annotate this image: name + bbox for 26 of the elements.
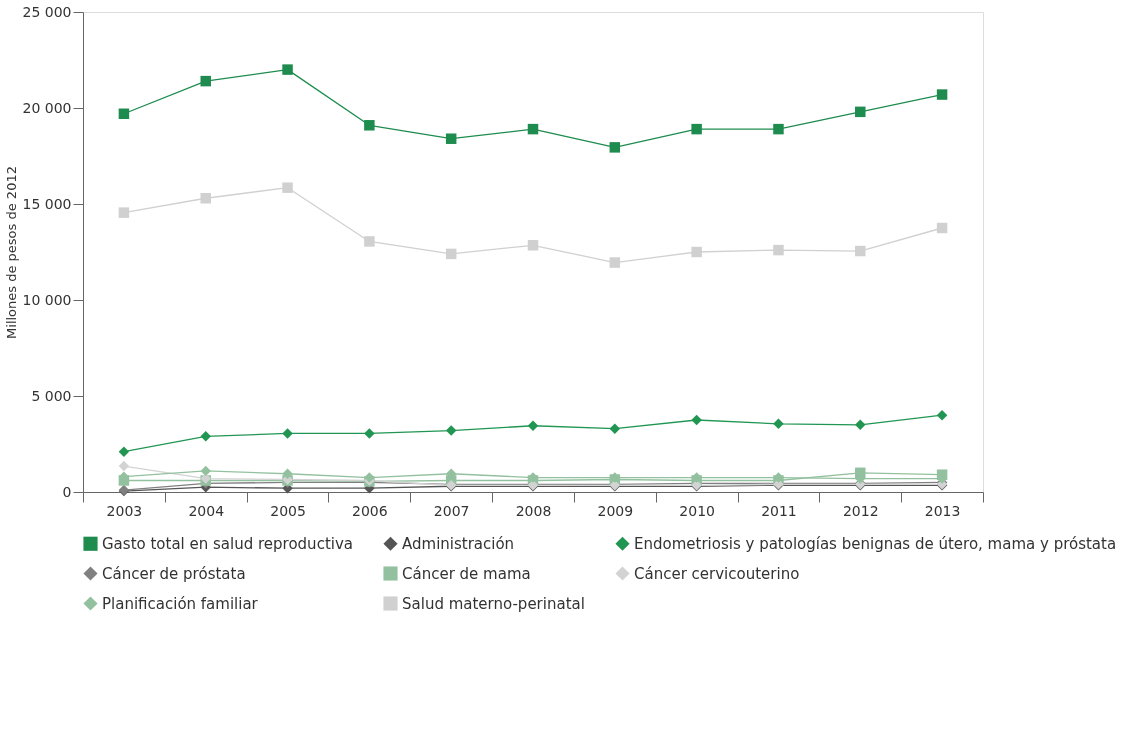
x-tick-label: 2004 <box>188 502 225 519</box>
x-tick-label: 2006 <box>352 502 388 519</box>
x-tick-label: 2003 <box>106 502 143 519</box>
legend-label: Cáncer de próstata <box>102 564 246 583</box>
legend-label: Cáncer de mama <box>402 564 531 583</box>
y-tick-label: 10 000 <box>22 291 72 308</box>
x-tick-label: 2010 <box>679 502 715 519</box>
x-tick-label: 2011 <box>761 502 797 519</box>
x-tick-label: 2007 <box>433 502 470 519</box>
y-tick-label: 15 000 <box>22 195 72 212</box>
x-tick-label: 2008 <box>515 502 552 519</box>
x-tick-label: 2005 <box>270 502 306 519</box>
legend-label: Endometriosis y patologías benignas de útero, mama y próstata <box>634 534 1117 553</box>
y-axis-title: Millones de pesos de 2012 <box>3 166 19 339</box>
y-tick-label: 5 000 <box>31 387 72 404</box>
legend-label: Cáncer cervicouterino <box>634 564 800 583</box>
legend-label: Administración <box>402 534 515 553</box>
y-tick-label: 0 <box>62 483 72 500</box>
y-tick-label: 20 000 <box>22 99 72 116</box>
legend-label: Salud materno-perinatal <box>402 594 585 613</box>
legend-label: Planificación familiar <box>102 594 259 613</box>
y-tick-label: 25 000 <box>22 3 72 20</box>
x-tick-label: 2013 <box>924 502 961 519</box>
x-tick-label: 2009 <box>597 502 634 519</box>
x-tick-label: 2012 <box>842 502 879 519</box>
legend-label: Gasto total en salud reproductiva <box>102 534 353 553</box>
